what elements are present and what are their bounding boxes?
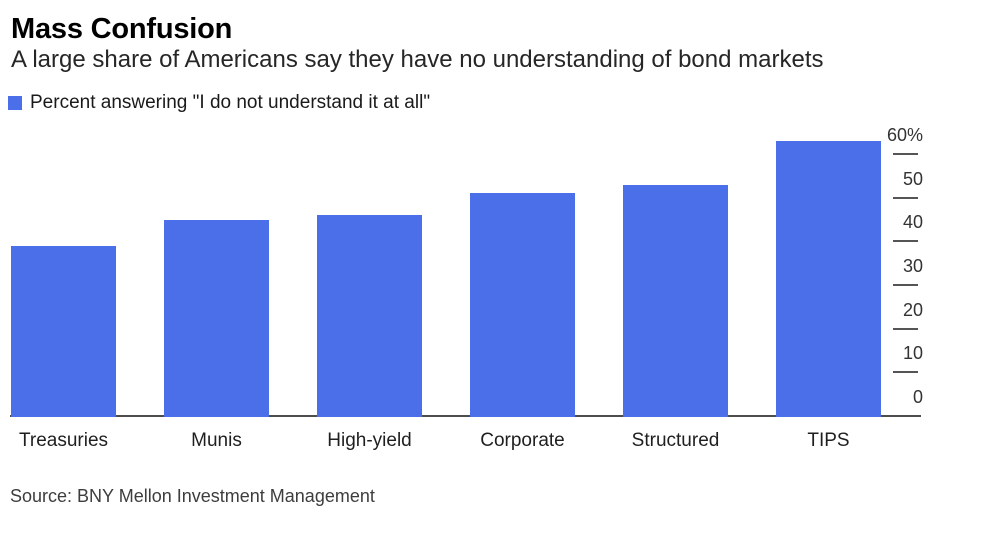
bar-corporate [470, 193, 575, 417]
bar-structured [623, 185, 728, 417]
y-axis-tick-10 [893, 371, 918, 373]
x-axis-label-structured: Structured [631, 430, 720, 451]
y-axis-ticklabel-40: 40 [902, 212, 923, 232]
x-axis-label-high-yield: High-yield [327, 430, 412, 451]
x-axis-label-corporate: Corporate [480, 430, 565, 451]
bar-munis [164, 220, 269, 417]
legend: Percent answering "I do not understand i… [8, 92, 430, 114]
chart-subtitle: A large share of Americans say they have… [11, 46, 824, 73]
y-axis-tick-60 [893, 153, 918, 155]
y-axis-ticklabel-0: 0 [912, 387, 923, 407]
x-axis-label-treasuries: Treasuries [18, 430, 109, 451]
source-note: Source: BNY Mellon Investment Management [10, 486, 375, 506]
x-axis-label-tips: TIPS [807, 430, 850, 451]
y-axis-tick-50 [893, 197, 918, 199]
y-axis-tick-20 [893, 328, 918, 330]
x-axis-baseline [10, 415, 921, 417]
legend-label: Percent answering "I do not understand i… [30, 92, 431, 113]
y-axis-ticklabel-60: 60% [886, 125, 923, 145]
y-axis-ticklabel-20: 20 [902, 300, 923, 320]
x-axis-label-munis: Munis [191, 430, 242, 451]
y-axis-ticklabel-50: 50 [902, 169, 923, 189]
y-axis-ticklabel-10: 10 [902, 343, 923, 363]
legend-swatch-icon [8, 96, 22, 110]
y-axis-tick-40 [893, 240, 918, 242]
bar-high-yield [317, 215, 422, 417]
y-axis-ticklabel-30: 30 [902, 256, 923, 276]
bar-tips [776, 141, 881, 417]
chart-title: Mass Confusion [11, 13, 233, 45]
bar-treasuries [11, 246, 116, 417]
y-axis-tick-30 [893, 284, 918, 286]
